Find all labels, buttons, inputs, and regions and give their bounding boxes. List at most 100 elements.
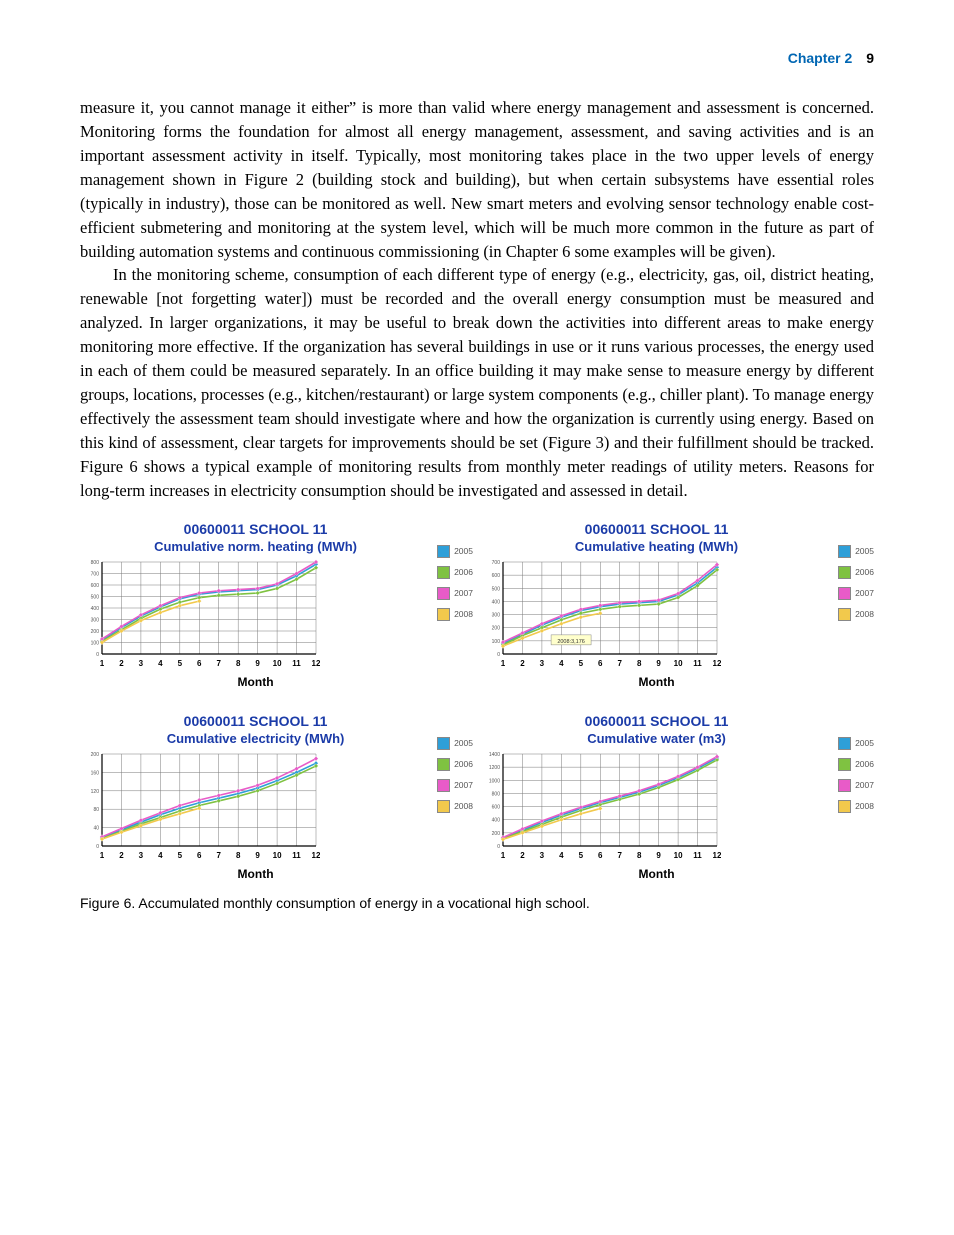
figure-6: 00600011 SCHOOL 11 Cumulative norm. heat… — [80, 521, 874, 911]
svg-text:40: 40 — [93, 825, 99, 831]
svg-text:2008:3,176: 2008:3,176 — [557, 639, 585, 645]
svg-text:4: 4 — [158, 851, 163, 860]
svg-text:12: 12 — [713, 851, 721, 860]
svg-text:6: 6 — [598, 851, 603, 860]
svg-text:300: 300 — [91, 617, 100, 623]
svg-text:1400: 1400 — [489, 752, 500, 758]
svg-text:8: 8 — [236, 659, 241, 668]
chart-d-subtitle: Cumulative water (m3) — [481, 731, 832, 746]
svg-text:1: 1 — [100, 659, 105, 668]
running-header: Chapter 2 9 — [788, 50, 874, 66]
svg-text:200: 200 — [492, 625, 501, 631]
chapter-label: Chapter 2 — [788, 50, 853, 66]
svg-text:2: 2 — [119, 659, 124, 668]
svg-text:11: 11 — [693, 659, 702, 668]
svg-text:9: 9 — [255, 851, 260, 860]
svg-text:0: 0 — [96, 652, 99, 658]
chart-a-title: 00600011 SCHOOL 11 — [80, 521, 431, 537]
svg-text:9: 9 — [255, 659, 260, 668]
svg-text:1000: 1000 — [489, 778, 500, 784]
svg-text:500: 500 — [492, 586, 501, 592]
svg-text:11: 11 — [292, 659, 301, 668]
legend-item-2005: 2005 — [838, 545, 874, 558]
svg-text:0: 0 — [497, 844, 500, 850]
legend-item-2005: 2005 — [437, 737, 473, 750]
chart-b-title: 00600011 SCHOOL 11 — [481, 521, 832, 537]
svg-text:8: 8 — [637, 851, 642, 860]
svg-text:0: 0 — [96, 844, 99, 850]
svg-text:5: 5 — [178, 659, 183, 668]
svg-text:800: 800 — [91, 560, 100, 566]
svg-text:3: 3 — [139, 851, 144, 860]
svg-text:500: 500 — [91, 594, 100, 600]
svg-text:400: 400 — [91, 606, 100, 612]
svg-text:7: 7 — [217, 659, 222, 668]
legend-item-2008: 2008 — [437, 608, 473, 621]
svg-text:2: 2 — [520, 659, 525, 668]
chart-b: 00600011 SCHOOL 11 Cumulative heating (M… — [481, 521, 874, 689]
svg-text:10: 10 — [674, 659, 683, 668]
chart-d-xlabel: Month — [481, 867, 832, 881]
chart-b-xlabel: Month — [481, 675, 832, 689]
svg-text:6: 6 — [197, 851, 202, 860]
svg-text:3: 3 — [139, 659, 144, 668]
svg-text:11: 11 — [292, 851, 301, 860]
svg-text:8: 8 — [236, 851, 241, 860]
svg-text:700: 700 — [91, 571, 100, 577]
page-number: 9 — [866, 50, 874, 66]
svg-text:12: 12 — [312, 851, 320, 860]
chart-b-subtitle: Cumulative heating (MWh) — [481, 539, 832, 554]
svg-text:4: 4 — [559, 659, 564, 668]
legend-item-2007: 2007 — [838, 779, 874, 792]
svg-text:3: 3 — [540, 851, 545, 860]
svg-text:600: 600 — [91, 583, 100, 589]
svg-text:9: 9 — [656, 659, 661, 668]
svg-text:6: 6 — [197, 659, 202, 668]
legend-item-2007: 2007 — [437, 587, 473, 600]
chart-c-title: 00600011 SCHOOL 11 — [80, 713, 431, 729]
svg-text:5: 5 — [579, 851, 584, 860]
svg-text:3: 3 — [540, 659, 545, 668]
svg-text:10: 10 — [273, 851, 282, 860]
svg-text:10: 10 — [674, 851, 683, 860]
chart-a: 00600011 SCHOOL 11 Cumulative norm. heat… — [80, 521, 473, 689]
svg-text:5: 5 — [178, 851, 183, 860]
svg-text:1: 1 — [100, 851, 105, 860]
svg-text:200: 200 — [91, 629, 100, 635]
chart-a-xlabel: Month — [80, 675, 431, 689]
paragraph-1: measure it, you cannot manage it either”… — [80, 96, 874, 263]
legend-item-2007: 2007 — [437, 779, 473, 792]
legend-item-2005: 2005 — [838, 737, 874, 750]
svg-text:1: 1 — [501, 851, 506, 860]
chart-c: 00600011 SCHOOL 11 Cumulative electricit… — [80, 713, 473, 881]
svg-text:2: 2 — [520, 851, 525, 860]
svg-text:200: 200 — [91, 752, 100, 758]
svg-text:12: 12 — [312, 659, 320, 668]
chart-c-xlabel: Month — [80, 867, 431, 881]
chart-b-svg: 0100200300400500600700123456789101112200… — [481, 558, 721, 668]
chart-c-subtitle: Cumulative electricity (MWh) — [80, 731, 431, 746]
svg-text:600: 600 — [492, 573, 501, 579]
svg-text:300: 300 — [492, 612, 501, 618]
legend-item-2006: 2006 — [838, 758, 874, 771]
svg-text:7: 7 — [618, 851, 623, 860]
figure-grid: 00600011 SCHOOL 11 Cumulative norm. heat… — [80, 521, 874, 881]
page: Chapter 2 9 measure it, you cannot manag… — [0, 0, 954, 1235]
chart-b-legend: 2005200620072008 — [838, 545, 874, 621]
svg-text:100: 100 — [91, 640, 100, 646]
svg-text:800: 800 — [492, 791, 501, 797]
svg-text:700: 700 — [492, 560, 501, 566]
svg-text:2: 2 — [119, 851, 124, 860]
legend-item-2006: 2006 — [437, 758, 473, 771]
svg-text:1: 1 — [501, 659, 506, 668]
body-text: measure it, you cannot manage it either”… — [80, 96, 874, 503]
chart-d: 00600011 SCHOOL 11 Cumulative water (m3)… — [481, 713, 874, 881]
svg-text:7: 7 — [618, 659, 623, 668]
svg-text:80: 80 — [93, 807, 99, 813]
svg-text:9: 9 — [656, 851, 661, 860]
chart-a-legend: 2005200620072008 — [437, 545, 473, 621]
svg-text:600: 600 — [492, 804, 501, 810]
paragraph-2: In the monitoring scheme, consumption of… — [80, 263, 874, 502]
svg-text:120: 120 — [91, 788, 100, 794]
svg-text:200: 200 — [492, 831, 501, 837]
